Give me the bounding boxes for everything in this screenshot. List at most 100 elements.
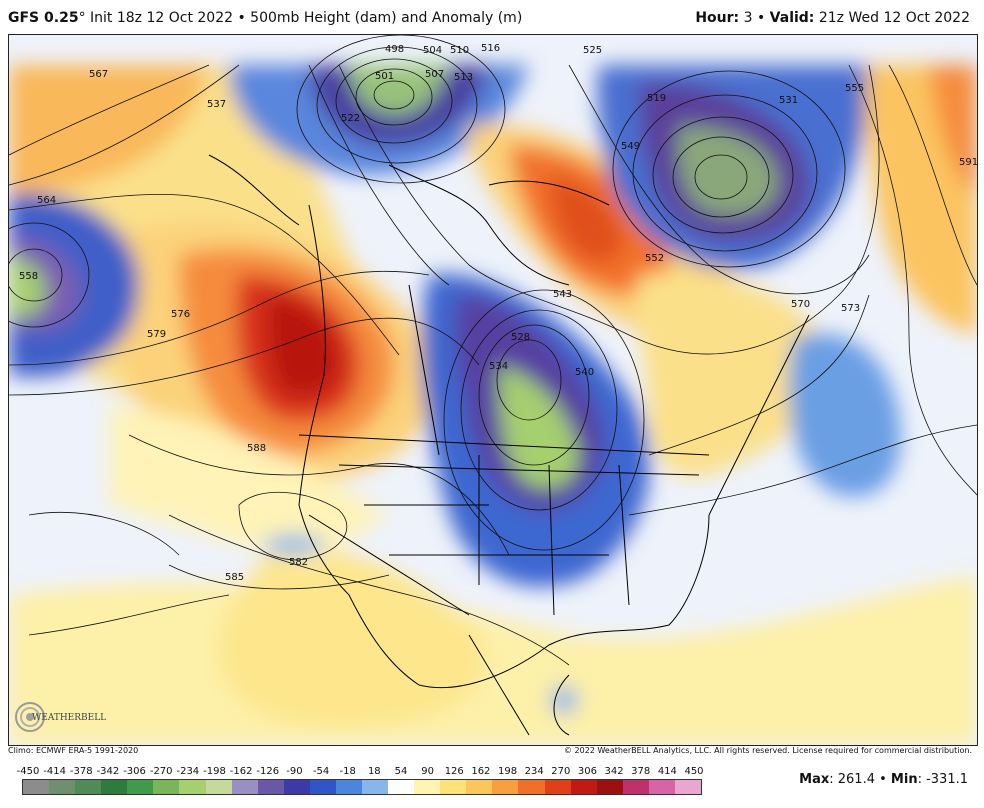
colorbar-tick-label: -90 xyxy=(286,766,303,777)
colorbar-tick-label: -162 xyxy=(229,766,253,777)
colorbar-swatch xyxy=(205,780,232,794)
colorbar-swatch xyxy=(153,780,180,794)
contour-label: 516 xyxy=(481,43,500,54)
colorbar-tick-label: 198 xyxy=(497,766,518,777)
colorbar-swatch xyxy=(622,780,649,794)
contour-label: 537 xyxy=(207,99,226,110)
contour-label: 543 xyxy=(553,289,572,300)
contour-label: 579 xyxy=(147,329,166,340)
contour-label: 558 xyxy=(19,271,38,282)
colorbar-swatch xyxy=(518,780,545,794)
colorbar-tick-label: 54 xyxy=(394,766,408,777)
colorbar-swatch xyxy=(231,780,258,794)
contour-label: 582 xyxy=(289,557,308,568)
colorbar-tick-label: 126 xyxy=(444,766,464,777)
contour-label: 549 xyxy=(621,141,640,152)
colorbar-tick-label: 306 xyxy=(577,766,597,777)
min-value: : -331.1 xyxy=(917,772,968,787)
contour-label: 540 xyxy=(575,367,594,378)
anomaly-shading xyxy=(9,65,977,745)
contour-label: 525 xyxy=(583,45,602,56)
contour-label: 534 xyxy=(489,361,508,372)
init-description: Init 18z 12 Oct 2022 • 500mb Height (dam… xyxy=(85,10,523,26)
colorbar-tick-label: -126 xyxy=(256,766,280,777)
colorbar-swatch xyxy=(75,780,102,794)
contour-label: 564 xyxy=(37,195,56,206)
colorbar-swatch xyxy=(283,780,310,794)
hour-value: 3 • xyxy=(739,10,770,26)
weatherbell-logo: WEATHERBELL xyxy=(12,697,106,737)
colorbar-tick-label: -234 xyxy=(176,766,200,777)
contour-label: 531 xyxy=(779,95,798,106)
colorbar-swatch xyxy=(388,780,415,794)
contour-label: 522 xyxy=(341,113,360,124)
colorbar-swatch xyxy=(596,780,623,794)
colorbar-tick-label: -306 xyxy=(123,766,146,777)
colorbar-tick-label: 162 xyxy=(471,766,491,777)
colorbar-tick-label: -414 xyxy=(43,766,66,777)
valid-label: Valid: xyxy=(769,10,815,26)
colorbar-tick-label: 378 xyxy=(631,766,651,777)
colorbar-swatch xyxy=(127,780,154,794)
max-value: : 261.4 • xyxy=(829,772,891,787)
colorbar-tick-label: -198 xyxy=(203,766,226,777)
logo-swirl-icon xyxy=(15,702,45,732)
climo-note: Climo: ECMWF ERA-5 1991-2020 xyxy=(8,746,139,755)
valid-time: Hour: 3 • Valid: 21z Wed 12 Oct 2022 xyxy=(695,10,970,26)
map-panel: 498 501 504 507 510 513 516 519 522 525 … xyxy=(8,34,978,746)
copyright-note: © 2022 WeatherBELL Analytics, LLC. All r… xyxy=(564,746,972,755)
contour-label: 585 xyxy=(225,572,244,583)
colorbar-labels: -450 -414 -378 -342 -306 -270 -234 -198 -162 -126… xyxy=(16,766,704,778)
colorbar-tick-label: 270 xyxy=(551,766,571,777)
colorbar-swatch xyxy=(101,780,128,794)
colorbar-tick-label: 18 xyxy=(367,766,381,777)
colorbar-swatch xyxy=(23,780,50,794)
colorbar-tick-label: -450 xyxy=(16,766,40,777)
colorbar-tick-label: -270 xyxy=(149,766,173,777)
model-name: GFS 0.25 xyxy=(8,10,79,26)
contour-label: 498 xyxy=(385,44,404,55)
colorbar-tick-label: 450 xyxy=(684,766,704,777)
colorbar-swatch xyxy=(466,780,493,794)
contour-label: 588 xyxy=(247,443,266,454)
colorbar-swatch xyxy=(492,780,519,794)
colorbar-swatch xyxy=(335,780,363,794)
colorbar-swatch xyxy=(440,780,467,794)
logo-text: WEATHERBELL xyxy=(32,713,107,723)
valid-value: 21z Wed 12 Oct 2022 xyxy=(814,10,970,26)
colorbar-tick-label: 342 xyxy=(604,766,624,777)
hour-label: Hour: xyxy=(695,10,740,26)
map-title: GFS 0.25° Init 18z 12 Oct 2022 • 500mb H… xyxy=(8,10,522,26)
colorbar-swatch xyxy=(309,780,336,794)
height-contours xyxy=(9,35,977,666)
contour-label: 507 xyxy=(425,69,444,80)
colorbar-swatch xyxy=(257,780,284,794)
colorbar-tick-label: 90 xyxy=(421,766,434,777)
colorbar-swatch xyxy=(544,780,571,794)
contour-label: 510 xyxy=(450,45,469,56)
contour-label: 555 xyxy=(845,83,864,94)
colorbar-tick-label: -54 xyxy=(312,766,330,777)
anomaly-map: 498 501 504 507 510 513 516 519 522 525 … xyxy=(9,35,977,745)
colorbar-tick-label: 414 xyxy=(657,766,677,777)
contour-label: 501 xyxy=(375,71,394,82)
contour-label: 570 xyxy=(791,299,810,310)
contour-label: 504 xyxy=(423,45,442,56)
min-label: Min xyxy=(890,772,918,787)
max-min-readout: Max: 261.4 • Min: -331.1 xyxy=(799,772,968,787)
contour-label: 519 xyxy=(647,93,666,104)
colorbar-swatch xyxy=(648,780,675,794)
max-label: Max xyxy=(799,772,830,787)
colorbar-tick-label: -342 xyxy=(96,766,120,777)
colorbar-swatch xyxy=(414,780,441,794)
contour-label: 576 xyxy=(171,309,190,320)
colorbar-swatch xyxy=(570,780,597,794)
contour-label: 573 xyxy=(841,303,860,314)
colorbar-swatch xyxy=(179,780,206,794)
colorbar xyxy=(22,779,702,795)
contour-label: 528 xyxy=(511,332,530,343)
colorbar-swatch xyxy=(674,780,702,794)
contour-label: 552 xyxy=(645,253,664,264)
colorbar-tick-label: 234 xyxy=(524,766,544,777)
contour-label: 513 xyxy=(454,72,473,83)
